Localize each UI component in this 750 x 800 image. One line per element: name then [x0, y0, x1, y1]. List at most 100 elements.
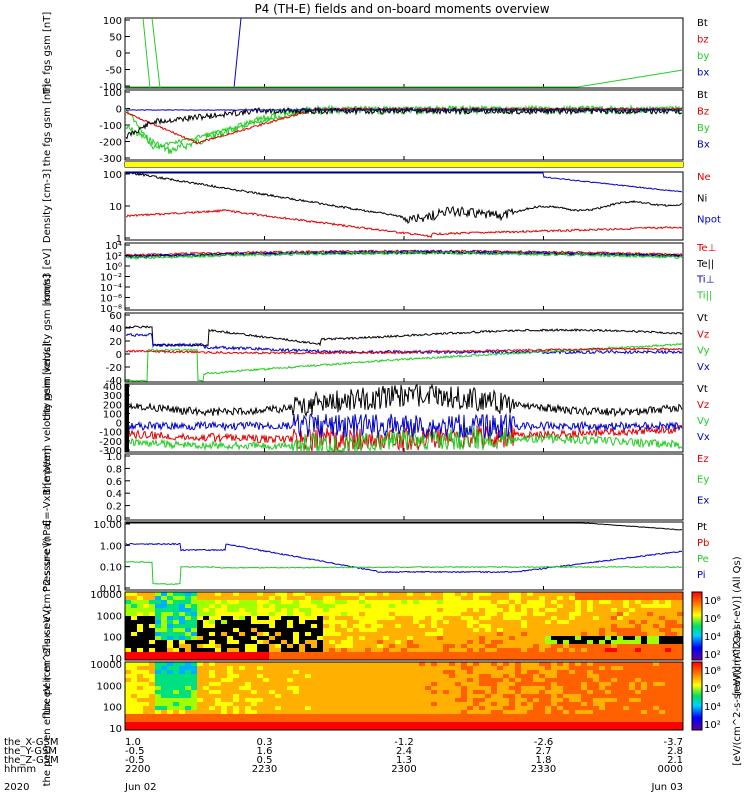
xrow-value: 1.6 — [257, 746, 273, 757]
spectrogram-cell — [251, 648, 257, 652]
spectrogram-cell — [359, 600, 365, 604]
spectrogram-cell — [527, 632, 533, 636]
spectrogram-cell — [665, 678, 671, 682]
spectrogram-cell — [197, 620, 203, 624]
spectrogram-cell — [527, 604, 533, 608]
spectrogram-cell — [137, 624, 143, 628]
spectrogram-cell — [503, 628, 509, 632]
spectrogram-cell — [593, 616, 599, 620]
spectrogram-cell — [569, 592, 575, 596]
spectrogram-cell — [605, 722, 611, 726]
spectrogram-cell — [671, 648, 677, 652]
spectrogram-cell — [539, 666, 545, 670]
spectrogram-cell — [611, 714, 617, 718]
spectrogram-cell — [419, 604, 425, 608]
spectrogram-cell — [383, 652, 389, 656]
spectrogram-cell — [275, 666, 281, 670]
panel-ylabel: the peem velocity gsm [km/s] — [42, 343, 53, 493]
spectrogram-cell — [311, 640, 317, 644]
spectrogram-cell — [233, 670, 239, 674]
spectrogram-cell — [359, 608, 365, 612]
spectrogram-cell — [407, 600, 413, 604]
spectrogram-cell — [491, 656, 497, 660]
spectrogram-cell — [209, 662, 215, 666]
spectrogram-cell — [251, 726, 257, 730]
series-Npot — [126, 172, 683, 193]
spectrogram-cell — [365, 652, 371, 656]
spectrogram-cell — [443, 608, 449, 612]
xrow-value: 1.0 — [125, 737, 141, 748]
colorbar — [691, 591, 703, 661]
spectrogram-cell — [635, 616, 641, 620]
spectrogram-cell — [563, 702, 569, 706]
spectrogram-cell — [599, 670, 605, 674]
ytick-label: -300 — [99, 446, 122, 457]
spectrogram-cell — [221, 600, 227, 604]
spectrogram-cell — [659, 686, 665, 690]
spectrogram-cell — [455, 628, 461, 632]
spectrogram-cell — [293, 682, 299, 686]
spectrogram-cell — [239, 612, 245, 616]
spectrogram-cell — [161, 726, 167, 730]
spectrogram-cell — [605, 648, 611, 652]
spectrogram-cell — [281, 620, 287, 624]
spectrogram-cell — [641, 632, 647, 636]
spectrogram-cell — [539, 698, 545, 702]
spectrogram-cell — [359, 690, 365, 694]
spectrogram-cell — [389, 600, 395, 604]
spectrogram-cell — [677, 628, 683, 632]
spectrogram-cell — [539, 632, 545, 636]
spectrogram-cell — [311, 714, 317, 718]
spectrogram-cell — [617, 608, 623, 612]
spectrogram-cell — [221, 702, 227, 706]
spectrogram-cell — [629, 670, 635, 674]
spectrogram-cell — [641, 698, 647, 702]
spectrogram-cell — [665, 690, 671, 694]
spectrogram-cell — [329, 620, 335, 624]
spectrogram-cell — [131, 718, 137, 722]
spectrogram-cell — [515, 678, 521, 682]
spectrogram-cell — [245, 698, 251, 702]
spectrogram-cell — [509, 666, 515, 670]
spectrogram-cell — [467, 604, 473, 608]
spectrogram-cell — [227, 656, 233, 660]
spectrogram-cell — [677, 670, 683, 674]
spectrogram-cell — [575, 632, 581, 636]
spectrogram-cell — [239, 670, 245, 674]
spectrogram-cell — [599, 706, 605, 710]
spectrogram-cell — [299, 718, 305, 722]
spectrogram-cell — [179, 632, 185, 636]
spectrogram-cell — [485, 662, 491, 666]
spectrogram-cell — [269, 710, 275, 714]
spectrogram-cell — [383, 690, 389, 694]
spectrogram-cell — [293, 592, 299, 596]
spectrogram-cell — [209, 644, 215, 648]
spectrogram-cell — [371, 628, 377, 632]
spectrogram-cell — [515, 624, 521, 628]
xrow-value: 2.7 — [536, 746, 552, 757]
spectrogram-cell — [341, 608, 347, 612]
legend-Vy: Vy — [697, 346, 710, 357]
spectrogram-cell — [203, 718, 209, 722]
spectrogram-cell — [131, 662, 137, 666]
spectrogram-cell — [317, 722, 323, 726]
spectrogram-cell — [671, 706, 677, 710]
spectrogram-cell — [293, 596, 299, 600]
spectrogram-cell — [293, 670, 299, 674]
spectrogram-cell — [671, 604, 677, 608]
spectrogram-cell — [125, 670, 131, 674]
spectrogram-cell — [377, 600, 383, 604]
colorbar-tick: 10⁴ — [704, 632, 721, 643]
spectrogram-cell — [383, 726, 389, 730]
spectrogram-cell — [143, 636, 149, 640]
spectrogram-frame — [124, 591, 684, 661]
spectrogram-cell — [587, 714, 593, 718]
spectrogram-cell — [197, 656, 203, 660]
spectrogram-cell — [407, 662, 413, 666]
spectrogram-cell — [521, 648, 527, 652]
spectrogram-cell — [245, 612, 251, 616]
spectrogram-cell — [251, 694, 257, 698]
spectrogram-cell — [161, 714, 167, 718]
spectrogram-cell — [659, 670, 665, 674]
spectrogram-cell — [161, 616, 167, 620]
